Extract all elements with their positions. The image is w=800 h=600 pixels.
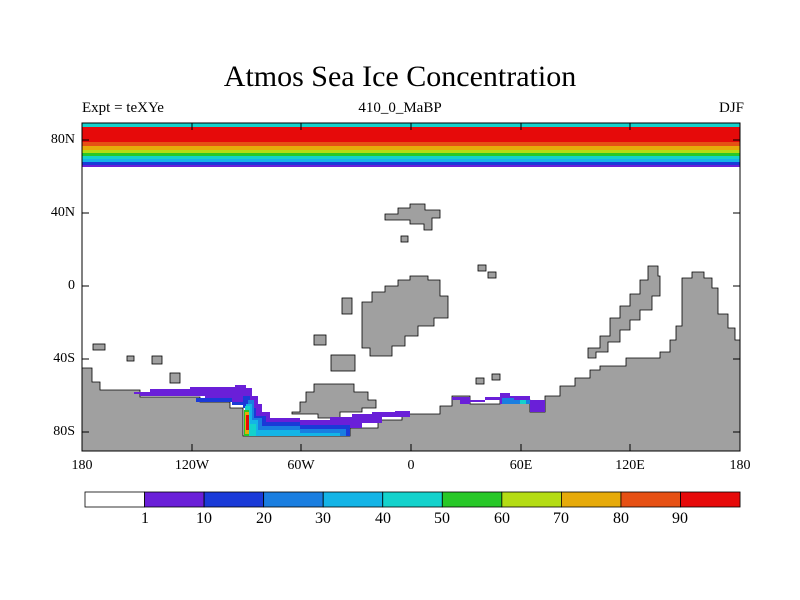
ice-contour	[196, 396, 350, 436]
colorbar-swatch	[620, 491, 681, 508]
colorbar-label: 1	[141, 510, 149, 527]
land-southern-continent	[81, 271, 741, 452]
land-islet	[477, 264, 487, 272]
x-label: 120W	[174, 458, 210, 473]
colorbar-swatch	[84, 491, 145, 508]
land-central-equatorial	[361, 275, 449, 357]
y-label: 80N	[50, 132, 75, 147]
ice-band	[82, 142, 740, 146]
y-label: 40S	[53, 351, 75, 366]
ice-band	[82, 150, 740, 153]
colorbar-swatch	[382, 491, 443, 508]
colorbar-label: 10	[196, 510, 212, 527]
land-islet	[475, 377, 485, 385]
y-label: 80S	[53, 424, 75, 439]
land-southern-peninsula	[291, 383, 377, 419]
colorbar-label: 30	[315, 510, 331, 527]
land-islet	[487, 271, 497, 279]
y-label: 40N	[50, 205, 75, 220]
colorbar-label: 40	[375, 510, 391, 527]
colorbar-label: 60	[494, 510, 510, 527]
ice-contour	[452, 393, 545, 412]
x-label: 180	[71, 458, 93, 473]
season-label: DJF	[718, 100, 744, 116]
land-islet	[151, 355, 163, 365]
colorbar-swatch	[144, 491, 205, 508]
x-label: 0	[407, 458, 415, 473]
land-eastern-island-chain	[587, 265, 661, 359]
colorbar	[84, 491, 741, 508]
colorbar-label: 20	[256, 510, 272, 527]
x-label: 180	[729, 458, 751, 473]
land-islet	[491, 373, 501, 381]
map-title: Atmos Sea Ice Concentration	[223, 60, 577, 93]
land-masses	[81, 203, 741, 452]
x-label: 60W	[287, 458, 315, 473]
colorbar-swatch	[680, 491, 741, 508]
time-label: 410_0_MaBP	[358, 100, 442, 116]
ice-band	[82, 156, 740, 159]
y-label: 0	[68, 278, 75, 293]
land-islet	[169, 372, 181, 384]
land-north-island	[384, 203, 441, 231]
ice-band	[82, 146, 740, 150]
south-sea-ice	[134, 385, 545, 436]
land-islet	[341, 297, 353, 315]
ice-band	[82, 165, 740, 167]
colorbar-label: 50	[434, 510, 450, 527]
colorbar-swatch	[561, 491, 622, 508]
land-islet	[330, 354, 356, 372]
ice-contour	[520, 400, 526, 404]
ice-contour	[134, 385, 410, 436]
ice-contour	[248, 400, 346, 436]
land-islet	[313, 334, 327, 346]
colorbar-swatch	[203, 491, 265, 508]
axis-ticks	[82, 123, 740, 451]
experiment-label: Expt = teXYe	[82, 100, 164, 116]
land-islet	[92, 343, 106, 351]
ice-band	[82, 162, 740, 165]
ice-band	[82, 127, 740, 142]
x-label: 60E	[509, 458, 533, 473]
ice-band	[82, 159, 740, 162]
colorbar-label: 90	[672, 510, 688, 527]
colorbar-swatch	[441, 491, 503, 508]
colorbar-swatch	[322, 491, 384, 508]
land-islet	[126, 355, 135, 362]
ice-contour	[246, 415, 249, 430]
x-label: 120E	[615, 458, 645, 473]
colorbar-swatch	[263, 491, 324, 508]
land-islet	[400, 235, 409, 243]
colorbar-label: 80	[613, 510, 629, 527]
ice-band	[82, 153, 740, 156]
colorbar-swatch	[501, 491, 562, 508]
colorbar-label: 70	[553, 510, 569, 527]
